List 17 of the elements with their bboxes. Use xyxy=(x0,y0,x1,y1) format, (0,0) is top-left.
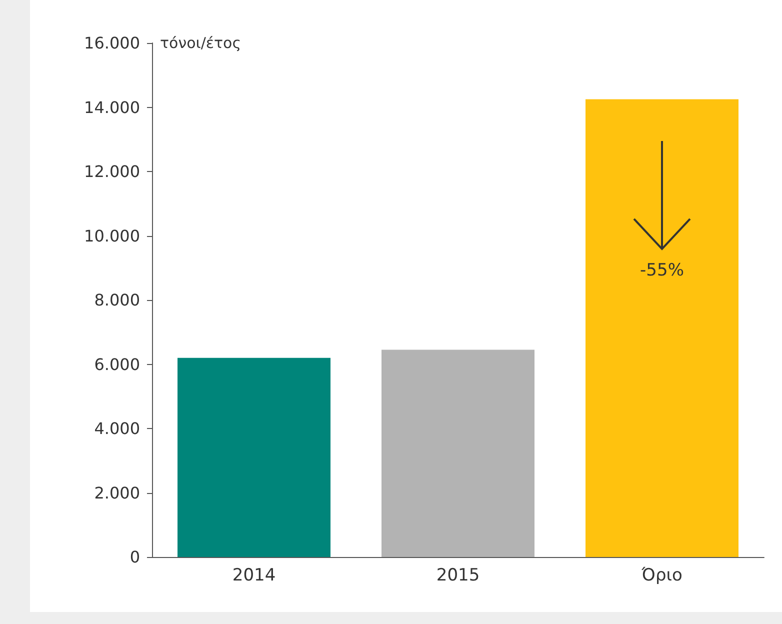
y-tick-label: 14.000 xyxy=(84,98,140,117)
bar xyxy=(382,350,534,557)
y-tick-label: 16.000 xyxy=(84,34,140,52)
y-tick-label: 10.000 xyxy=(84,226,140,246)
y-tick-label: 8.000 xyxy=(94,290,140,310)
x-tick-label: Όριο xyxy=(640,566,682,586)
bar xyxy=(586,99,738,557)
y-tick-label: 12.000 xyxy=(84,162,140,181)
x-tick-label: 2014 xyxy=(232,566,276,586)
y-tick-label: 0 xyxy=(130,548,140,566)
bar xyxy=(178,358,330,557)
x-tick-label: 2015 xyxy=(436,566,480,586)
y-tick-label: 4.000 xyxy=(94,419,140,438)
y-tick-label: 2.000 xyxy=(94,483,140,502)
y-tick-label: 6.000 xyxy=(94,354,140,374)
annotation: -55% xyxy=(640,260,684,281)
y-axis-title: τόνοι/έτος xyxy=(160,34,242,52)
